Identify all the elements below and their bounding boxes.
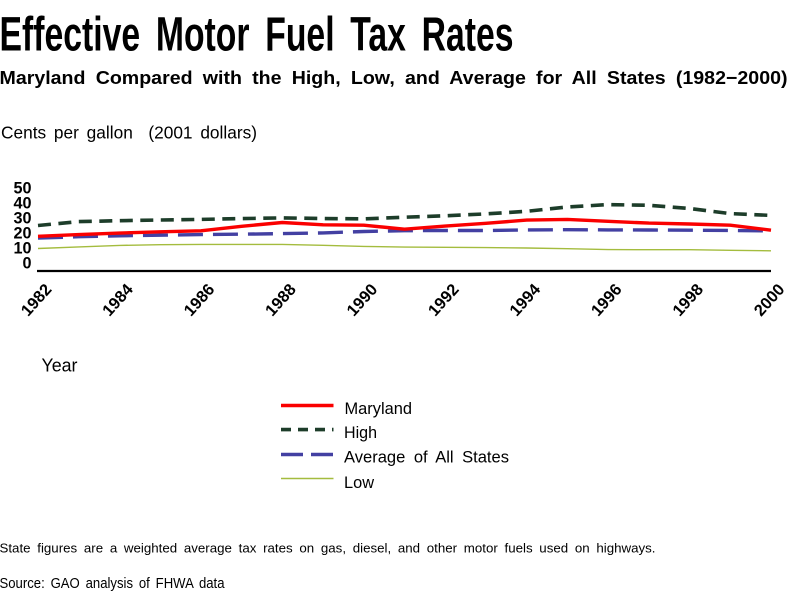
svg-text:40: 40 [13, 195, 31, 213]
svg-text:Low: Low [344, 473, 375, 492]
svg-text:50: 50 [13, 180, 31, 198]
svg-text:Maryland: Maryland [345, 399, 413, 418]
svg-text:Source: GAO analysis of FHWA d: Source: GAO analysis of FHWA data [0, 576, 225, 592]
svg-text:Year: Year [42, 355, 78, 376]
svg-text:30: 30 [13, 210, 31, 228]
svg-text:Maryland Compared with the Hig: Maryland Compared with the High, Low, an… [0, 67, 788, 88]
svg-text:0: 0 [22, 255, 31, 273]
svg-text:10: 10 [13, 240, 31, 258]
svg-text:Effective Motor Fuel Tax Rates: Effective Motor Fuel Tax Rates [0, 9, 514, 62]
svg-text:Average of All States: Average of All States [344, 448, 509, 467]
svg-text:High: High [344, 423, 377, 442]
svg-text:State figures are a weighted a: State figures are a weighted average tax… [0, 541, 656, 556]
svg-text:Cents per gallon (2001 dollar: Cents per gallon (2001 dollars) [1, 123, 257, 143]
svg-text:20: 20 [13, 225, 31, 243]
